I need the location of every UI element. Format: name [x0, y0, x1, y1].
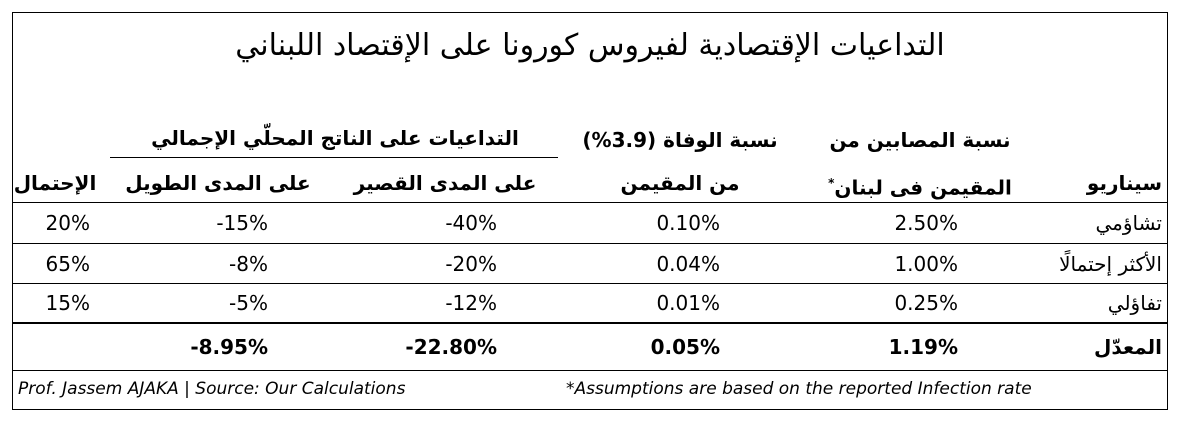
cell: 15% — [45, 291, 90, 315]
header-infection: نسبة المصابين من — [829, 128, 1011, 152]
cell: -5% — [229, 291, 268, 315]
cell: 20% — [45, 211, 90, 235]
scenario-name: تشاؤمي — [1095, 211, 1162, 235]
cell: 0.05% — [650, 335, 720, 359]
scenario-name: تفاؤلي — [1107, 291, 1162, 315]
header-death: من المقيمن — [620, 171, 740, 195]
cell: 0.01% — [656, 291, 720, 315]
row-line — [12, 202, 1168, 203]
cell: -20% — [445, 252, 497, 276]
cell: -8% — [229, 252, 268, 276]
row-line — [12, 243, 1168, 244]
cell: -15% — [216, 211, 268, 235]
row-line — [12, 370, 1168, 371]
cell: 0.10% — [656, 211, 720, 235]
cell: 2.50% — [894, 211, 958, 235]
header-long-term: على المدى الطويل — [125, 171, 311, 195]
cell: 0.04% — [656, 252, 720, 276]
cell: 1.19% — [888, 335, 958, 359]
header-short-term: على المدى القصير — [353, 171, 537, 195]
footnote-marker: * — [828, 176, 835, 190]
header-infection: المقيمن فى لبنان — [834, 175, 1012, 200]
group-underline — [110, 157, 558, 158]
scenario-name: الأكثر إحتمالًا — [1059, 252, 1162, 276]
cell: -40% — [445, 211, 497, 235]
header-scenario: سيناريو — [1086, 171, 1162, 195]
scenario-name: المعدّل — [1094, 335, 1162, 359]
cell: -8.95% — [190, 335, 268, 359]
table-frame — [12, 12, 1168, 410]
header-infection: المقيمن فى لبنان* — [828, 171, 1012, 200]
cell: -22.80% — [405, 335, 497, 359]
header-probability: الإحتمال — [13, 171, 97, 195]
header-death: نسبة الوفاة (3.9%) — [582, 128, 778, 152]
title: التداعيات الإقتصادية لفيروس كورونا على ا… — [235, 28, 945, 63]
cell: 65% — [45, 252, 90, 276]
row-line — [12, 283, 1168, 284]
cell: -12% — [445, 291, 497, 315]
footer-note: *Assumptions are based on the reported I… — [566, 379, 1032, 399]
cell: 0.25% — [894, 291, 958, 315]
footer-source: Prof. Jassem AJAKA | Source: Our Calcula… — [18, 379, 406, 399]
cell: 1.00% — [894, 252, 958, 276]
header-gdp: التداعيات على الناتج المحلّي الإجمالي — [151, 126, 519, 150]
row-line — [12, 322, 1168, 324]
